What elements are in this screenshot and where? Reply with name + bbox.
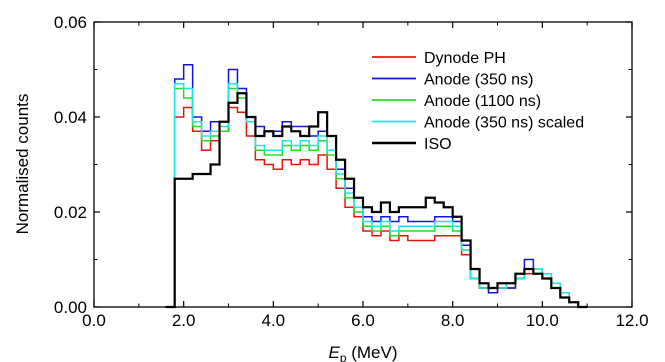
x-tick-label: 6.0 [351,311,375,330]
x-tick-label: 0.0 [82,311,106,330]
series-line-4 [165,92,588,309]
legend-label-0: Dynode PH [424,50,506,67]
x-axis-title: Ep (MeV) [328,343,397,362]
y-axis-title: Normalised counts [13,94,32,235]
y-tick-label: 0.00 [54,298,87,317]
x-axis-title-symbol: E [328,343,340,362]
x-axis-title-unit: (MeV) [347,343,398,362]
y-tick-label: 0.02 [54,203,87,222]
ticks-layer: 0.0 2.0 4.0 6.0 8.0 10.0 12.0 0.00 0.02 0.04 0.06 [54,13,649,330]
legend: Dynode PH Anode (350 ns) Anode (1100 ns) An… [372,50,584,153]
x-tick-label: 12.0 [615,311,648,330]
legend-label-3: Anode (350 ns) scaled [424,115,584,132]
x-tick-label: 10.0 [526,311,559,330]
series-layer [165,64,588,309]
y-tick-label: 0.06 [54,13,87,32]
x-tick-label: 4.0 [262,311,286,330]
y-tick-label: 0.04 [54,108,87,127]
legend-label-4: ISO [424,136,452,153]
x-tick-label: 2.0 [172,311,196,330]
x-tick-label: 8.0 [441,311,465,330]
x-axis-title-subscript: p [340,351,347,362]
legend-label-1: Anode (350 ns) [424,72,533,89]
legend-label-2: Anode (1100 ns) [424,93,541,110]
